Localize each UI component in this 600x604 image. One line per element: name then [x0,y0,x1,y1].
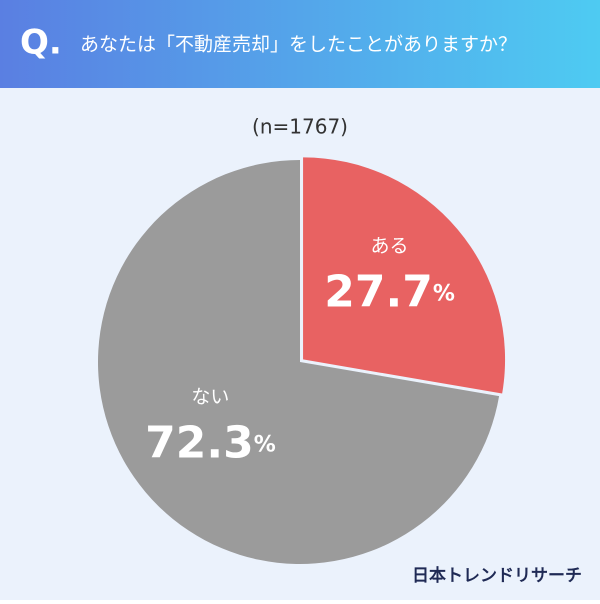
value-label: 72.3% [145,418,276,469]
slice-label: ある [371,235,409,257]
value-label: 27.7% [324,266,455,317]
header [0,0,600,88]
q-icon: Q. [20,23,62,63]
pie [98,157,506,564]
chart-subtitle: (n=1767) [252,115,348,139]
pie-slice [303,157,506,394]
slice-label: ない [191,386,229,408]
source: 日本トレンドリサーチ [412,565,582,586]
pie-slice [98,160,500,564]
chart-title: あなたは「不動産売却」をしたことがありますか？ [80,34,517,56]
